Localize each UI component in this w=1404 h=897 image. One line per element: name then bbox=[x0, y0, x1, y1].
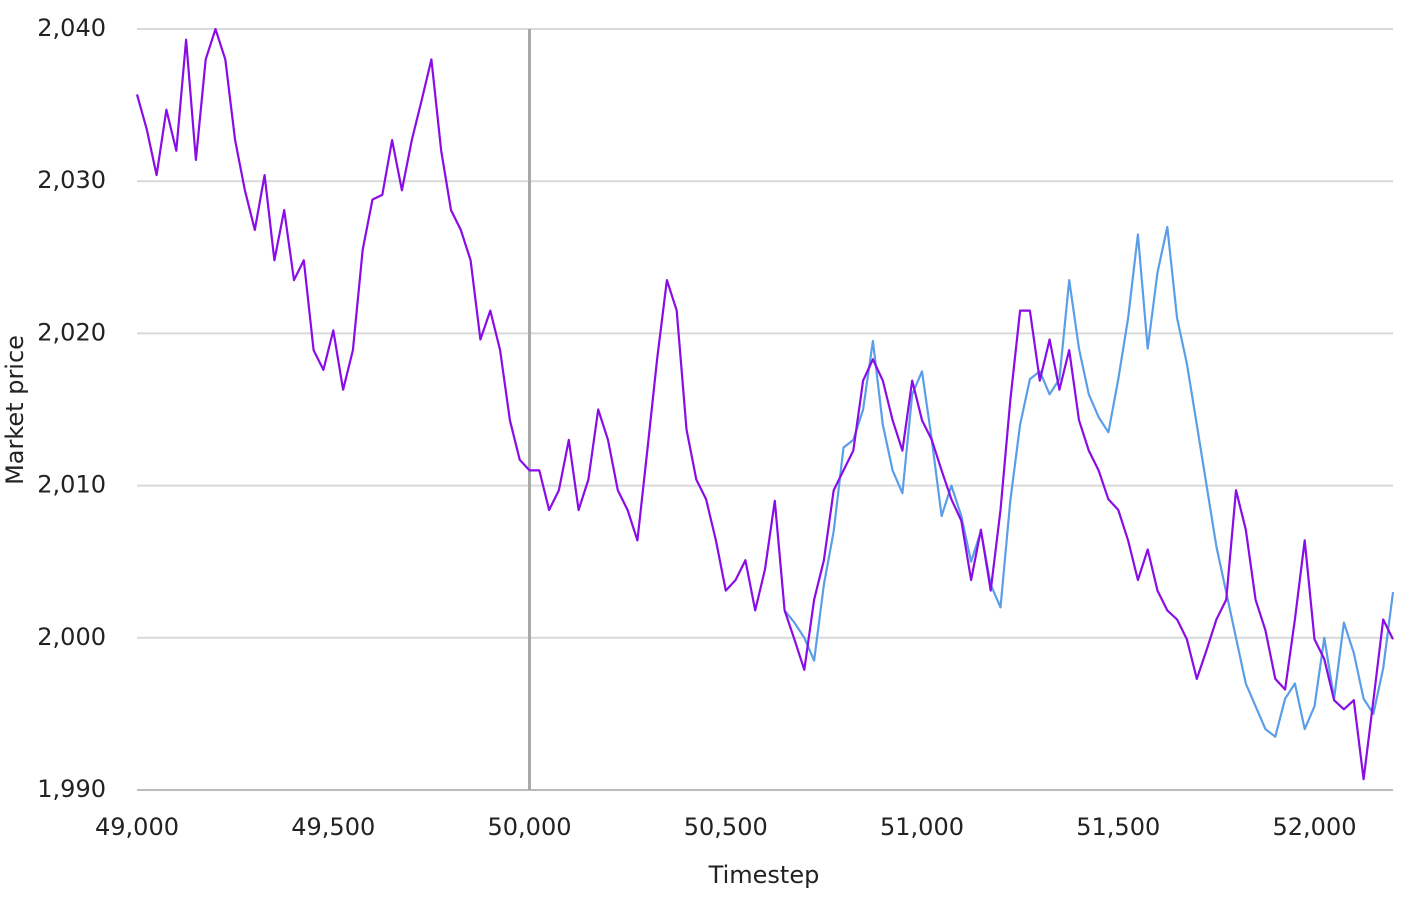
x-axis-title: Timestep bbox=[708, 861, 820, 889]
x-tick-label: 50,000 bbox=[488, 813, 572, 841]
y-tick-label: 2,030 bbox=[37, 166, 106, 194]
y-tick-label: 2,020 bbox=[37, 318, 106, 346]
data-line bbox=[783, 225, 1395, 738]
x-tick-label: 51,000 bbox=[880, 813, 964, 841]
y-tick-label: 2,040 bbox=[37, 14, 106, 42]
x-tick-label: 49,500 bbox=[291, 813, 375, 841]
data-line bbox=[135, 27, 1394, 781]
y-tick-label: 2,000 bbox=[37, 623, 106, 651]
y-tick-label: 2,010 bbox=[37, 471, 106, 499]
x-tick-label: 50,500 bbox=[684, 813, 768, 841]
y-tick-label: 1,990 bbox=[37, 775, 106, 803]
x-tick-label: 51,500 bbox=[1076, 813, 1160, 841]
x-tick-label: 52,000 bbox=[1273, 813, 1357, 841]
x-tick-label: 49,000 bbox=[95, 813, 179, 841]
y-axis-title: Market price bbox=[1, 335, 29, 485]
